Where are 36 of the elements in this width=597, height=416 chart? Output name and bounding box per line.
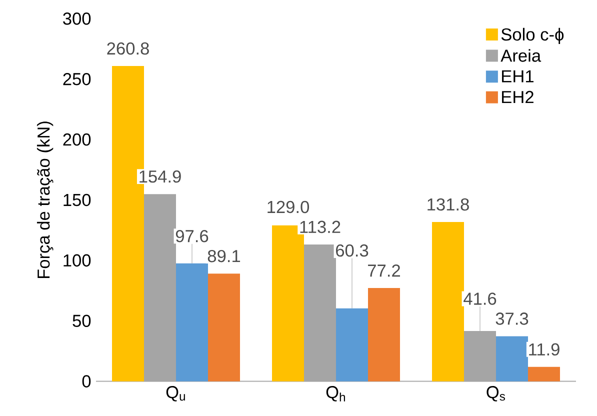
y-tick-label: 50 <box>72 314 91 328</box>
bar <box>176 263 208 382</box>
y-tick-label: 100 <box>64 254 91 267</box>
data-label: 129.0 <box>268 200 310 214</box>
y-tick-label: 300 <box>63 12 91 25</box>
bar <box>432 222 464 382</box>
x-tick-label: Q$_{u}$ <box>166 386 185 402</box>
data-label: 77.2 <box>368 264 400 277</box>
data-label: 154.9 <box>140 170 181 183</box>
data-label: 260.8 <box>107 42 149 55</box>
bar <box>336 308 368 382</box>
bar <box>528 366 560 382</box>
y-axis-title: Força de tração (kN) <box>36 122 54 278</box>
x-tick-label: Q$_{s}$ <box>486 386 505 402</box>
legend-label: EH2 <box>502 90 534 104</box>
y-tick-label: 0 <box>82 375 91 388</box>
data-label: 11.9 <box>529 343 560 356</box>
data-label: 97.6 <box>176 230 208 242</box>
data-label: 60.3 <box>336 244 368 257</box>
data-label: 41.6 <box>464 292 496 305</box>
bar <box>304 244 336 382</box>
y-tick-label: 150 <box>64 194 91 206</box>
bar <box>368 288 400 382</box>
bar <box>496 336 528 382</box>
bar <box>208 274 240 382</box>
legend-label: Solo c-ϕ <box>501 28 564 44</box>
y-tick-label: 200 <box>63 133 91 146</box>
legend-label: EH1 <box>502 70 534 82</box>
data-label: 113.2 <box>300 220 340 234</box>
legend-label: Areia <box>500 49 542 62</box>
y-tick-label: 250 <box>63 72 91 86</box>
x-tick-label: Q$_{h}$ <box>326 386 345 402</box>
bar <box>144 194 176 382</box>
data-label: 89.1 <box>208 250 240 262</box>
data-label: 37.3 <box>496 312 528 325</box>
data-label: 131.8 <box>428 198 469 211</box>
